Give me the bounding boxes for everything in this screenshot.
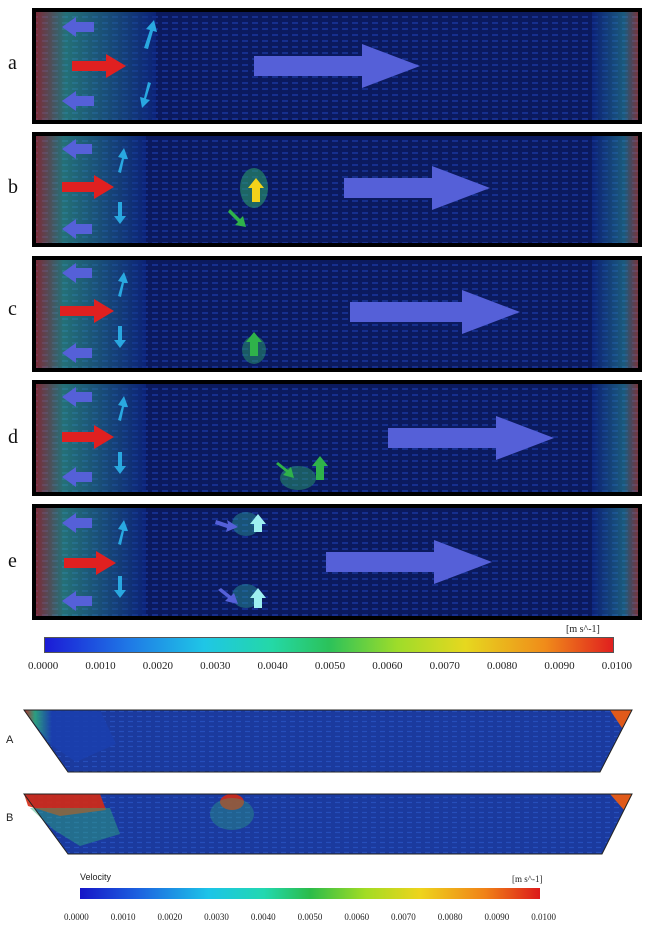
tick: 0.0010	[85, 660, 116, 672]
flow-field-d	[36, 384, 638, 492]
tick: 0.0040	[257, 660, 288, 672]
tick: 0.0000	[64, 912, 89, 922]
tick: 0.0020	[157, 912, 183, 922]
flow-field-b	[36, 136, 638, 243]
inflow-arrow	[62, 175, 114, 199]
colorbar-top	[44, 637, 614, 653]
tick: 0.0100	[601, 660, 632, 672]
tick: 0.0070	[429, 660, 460, 672]
colorbar-unit-top: [m s^-1]	[566, 624, 600, 635]
purple-arrow-bottom	[218, 588, 238, 604]
panel-label-b: b	[8, 176, 18, 198]
green-arrow-left	[276, 462, 294, 478]
colorbar-ticks-bottom: 0.0000 0.0010 0.0020 0.0030 0.0040 0.005…	[64, 912, 556, 922]
flow-field-a	[36, 12, 638, 120]
cyan-arrow-top	[118, 520, 128, 545]
panel-label-e: e	[8, 550, 17, 572]
return-arrow-top	[62, 139, 92, 159]
inflow-arrow	[60, 299, 114, 323]
return-arrow-bottom	[62, 591, 92, 611]
cyan-arrow-bottom	[114, 202, 126, 224]
colorbar-ticks-top: 0.0000 0.0010 0.0020 0.0030 0.0040 0.005…	[28, 660, 632, 672]
tick: 0.0080	[487, 660, 518, 672]
tick: 0.0020	[142, 660, 173, 672]
return-arrow-bottom	[62, 91, 94, 111]
cyan-arrow-bottom	[114, 452, 126, 474]
return-arrow-top	[62, 263, 92, 283]
flow-panel-c	[32, 256, 642, 372]
tick: 0.0040	[250, 912, 276, 922]
inflow-arrow	[62, 425, 114, 449]
tick: 0.0060	[372, 660, 403, 672]
flow-field-e	[36, 508, 638, 616]
section-A	[23, 709, 633, 773]
flow-field-c	[36, 260, 638, 368]
tick: 0.0090	[544, 660, 575, 672]
tick: 0.0010	[110, 912, 136, 922]
flow-direction-arrow	[344, 166, 490, 210]
light-cyan-arrow-bottom	[250, 588, 266, 608]
flow-panel-e	[32, 504, 642, 620]
green-arrow-right	[312, 456, 328, 480]
cyan-arrow-bottom	[114, 326, 126, 348]
cyan-arrow-top	[118, 272, 128, 297]
tick: 0.0000	[28, 660, 59, 672]
cyan-arrow-top	[118, 396, 128, 421]
colorbar-title-bottom: Velocity	[80, 872, 112, 882]
cyan-arrow-top	[118, 148, 128, 173]
section-B	[23, 793, 633, 855]
panel-label-a: a	[8, 52, 17, 74]
inflow-arrow	[64, 551, 116, 575]
tick: 0.0080	[437, 912, 463, 922]
return-arrow-bottom	[62, 343, 92, 363]
panel-label-d: d	[8, 426, 18, 448]
flow-direction-arrow	[326, 540, 492, 584]
tick: 0.0060	[344, 912, 370, 922]
tick: 0.0030	[204, 912, 229, 922]
tick: 0.0030	[200, 660, 231, 672]
colorbar-bottom	[80, 888, 540, 899]
cross-sections	[23, 709, 633, 855]
return-arrow-top	[62, 17, 94, 37]
cyan-arrow-bottom	[140, 82, 151, 108]
flow-panel-b	[32, 132, 642, 247]
light-cyan-arrow-top	[250, 514, 266, 532]
return-arrow-bottom	[62, 467, 92, 487]
tick: 0.0100	[531, 912, 556, 922]
tick: 0.0070	[391, 912, 416, 922]
purple-arrow-top	[215, 520, 238, 532]
green-arrow	[246, 332, 262, 356]
section-label-A: A	[6, 734, 14, 746]
tick: 0.0050	[314, 660, 346, 672]
return-arrow-top	[62, 387, 92, 407]
tick: 0.0050	[297, 912, 323, 922]
return-arrow-bottom	[62, 219, 92, 239]
colorbar-unit-bottom: [m s^-1]	[512, 874, 543, 884]
panel-label-c: c	[8, 298, 17, 320]
yellow-arrow	[248, 178, 264, 202]
section-label-B: B	[6, 812, 14, 824]
cyan-arrow-top	[144, 20, 157, 49]
flow-panel-d	[32, 380, 642, 496]
flow-direction-arrow	[350, 290, 520, 334]
green-arrow	[228, 209, 246, 227]
flow-direction-arrow	[254, 44, 420, 88]
inflow-arrow	[72, 54, 126, 78]
flow-direction-arrow	[388, 416, 554, 460]
tick: 0.0090	[484, 912, 510, 922]
flow-panel-a	[32, 8, 642, 124]
return-arrow-top	[62, 513, 92, 533]
cyan-arrow-bottom	[114, 576, 126, 598]
